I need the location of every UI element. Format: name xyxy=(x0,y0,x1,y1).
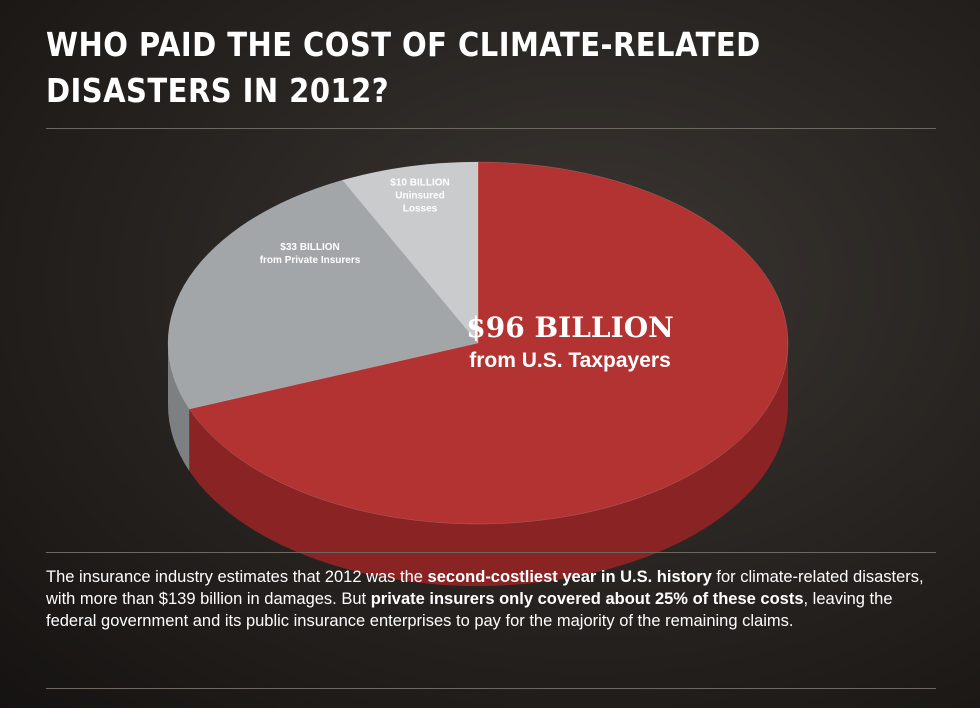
bold-text: private insurers only covered about 25% … xyxy=(370,590,804,608)
slice-label: $10 BILLION Uninsured Losses xyxy=(385,177,455,216)
divider xyxy=(46,688,936,689)
value-label: $96 BILLION xyxy=(466,311,674,344)
slice xyxy=(342,161,479,344)
slice xyxy=(188,161,789,525)
category-label: Uninsured Losses xyxy=(395,190,445,215)
slice-label: $96 BILLION from U.S. Taxpayers xyxy=(410,309,730,375)
description: The insurance industry estimates that 20… xyxy=(46,566,936,632)
value-label: $33 BILLION xyxy=(280,242,340,253)
slice xyxy=(167,179,479,410)
slice-side xyxy=(189,343,788,586)
divider xyxy=(46,128,936,129)
bold-text: second-costliest year in U.S. history xyxy=(427,568,712,586)
text: , leaving the federal government and its… xyxy=(46,590,893,630)
slice-side xyxy=(168,343,190,471)
category-label: from U.S. Taxpayers xyxy=(469,349,671,372)
value-label: $10 BILLION xyxy=(390,177,450,189)
divider xyxy=(46,552,936,553)
text: The insurance industry estimates that 20… xyxy=(46,568,428,586)
text: for climate-related disasters, with more… xyxy=(46,568,924,608)
chart-title: WHO PAID THE COST OF CLIMATE-RELATED DIS… xyxy=(46,25,761,110)
slice-label: $33 BILLION from Private Insurers xyxy=(230,241,390,267)
category-label: from Private Insurers xyxy=(259,255,361,266)
